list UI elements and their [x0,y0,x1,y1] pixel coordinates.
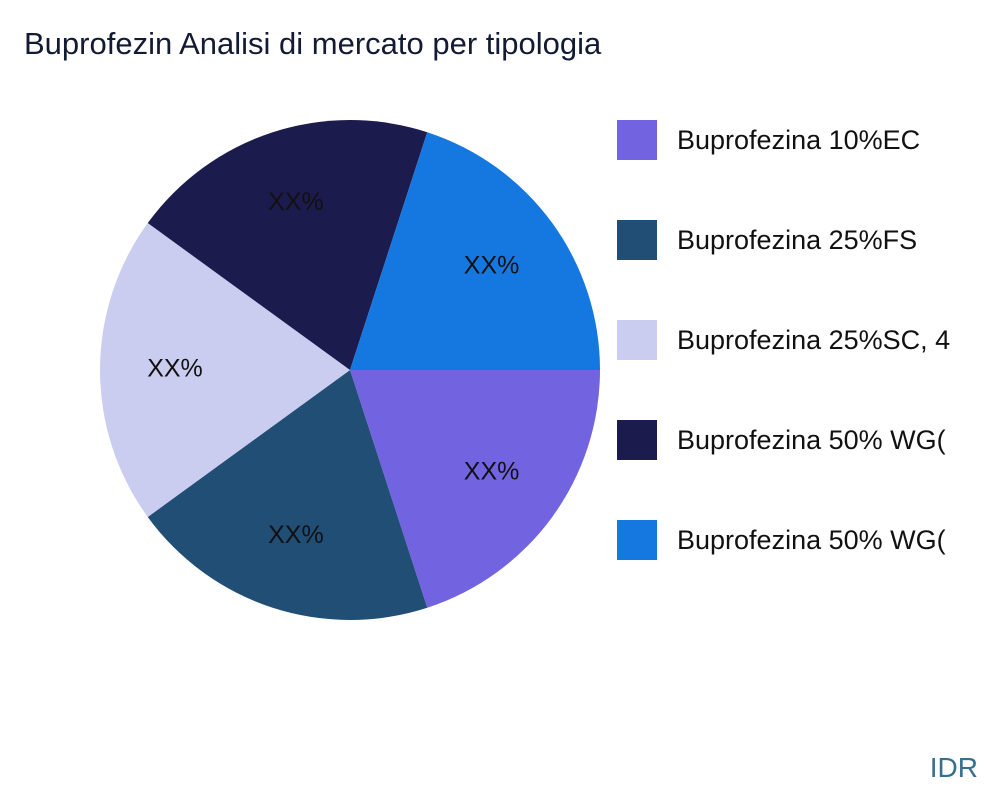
legend-item: Buprofezina 50% WG( [617,520,950,560]
pie-chart: XX% XX% XX% XX% XX% [100,120,600,620]
pie-slice-label: XX% [147,355,203,383]
legend-swatch [617,120,657,160]
legend-item: Buprofezina 50% WG( [617,420,950,460]
legend-item: Buprofezina 25%FS [617,220,950,260]
legend: Buprofezina 10%EC Buprofezina 25%FS Buprof… [617,120,950,620]
legend-item: Buprofezina 10%EC [617,120,950,160]
pie-slice [350,370,600,608]
pie-slice [100,223,350,517]
legend-label: Buprofezina 10%EC [677,124,921,155]
pie-slice-label: XX% [268,188,324,216]
legend-swatch [617,220,657,260]
pie-slice-label: XX% [268,521,324,549]
pie-slice [350,132,600,370]
chart-title: Buprofezin Analisi di mercato per tipolo… [24,26,602,61]
pie-slice-label: XX% [464,458,520,486]
legend-swatch [617,420,657,460]
legend-label: Buprofezina 25%FS [677,224,918,255]
legend-swatch [617,520,657,560]
watermark-idr: IDR [929,752,978,783]
pie-slice [147,120,428,370]
pie-slice-label: XX% [464,252,520,280]
legend-label: Buprofezina 50% WG( [677,524,946,555]
legend-item: Buprofezina 25%SC, 4 [617,320,950,360]
legend-swatch [617,320,657,360]
pie-slice [147,370,428,620]
legend-label: Buprofezina 25%SC, 4 [677,324,951,355]
legend-label: Buprofezina 50% WG( [677,424,946,455]
